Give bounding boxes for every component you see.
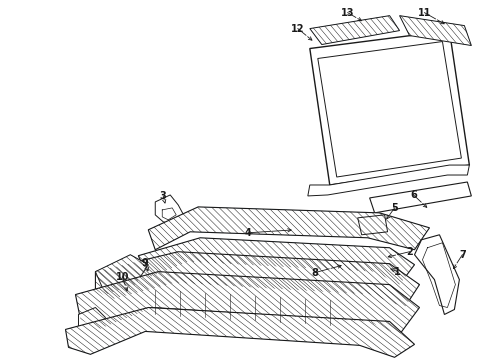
Polygon shape xyxy=(66,307,415,357)
Polygon shape xyxy=(399,15,471,45)
Polygon shape xyxy=(415,235,460,315)
Polygon shape xyxy=(148,207,429,250)
Polygon shape xyxy=(308,165,469,196)
Text: 9: 9 xyxy=(142,258,148,268)
Polygon shape xyxy=(318,41,462,177)
Polygon shape xyxy=(96,255,148,294)
Text: 5: 5 xyxy=(391,203,398,213)
Polygon shape xyxy=(138,238,415,285)
Text: 4: 4 xyxy=(245,228,251,238)
Text: 8: 8 xyxy=(311,267,318,278)
Polygon shape xyxy=(358,215,388,235)
Polygon shape xyxy=(310,31,469,185)
Text: 6: 6 xyxy=(410,190,417,200)
Text: 2: 2 xyxy=(406,247,413,257)
Polygon shape xyxy=(78,307,105,337)
Text: 7: 7 xyxy=(459,250,466,260)
Text: 10: 10 xyxy=(116,272,129,282)
Text: 11: 11 xyxy=(418,8,431,18)
Polygon shape xyxy=(75,272,419,334)
Polygon shape xyxy=(138,238,415,285)
Text: 12: 12 xyxy=(291,24,305,33)
Polygon shape xyxy=(369,182,471,213)
Polygon shape xyxy=(360,248,382,266)
Polygon shape xyxy=(310,15,399,45)
Polygon shape xyxy=(96,252,419,307)
Polygon shape xyxy=(155,195,185,225)
Polygon shape xyxy=(96,252,419,307)
Text: 13: 13 xyxy=(341,8,354,18)
Polygon shape xyxy=(75,272,419,334)
Text: 1: 1 xyxy=(394,267,401,276)
Polygon shape xyxy=(66,307,415,357)
Polygon shape xyxy=(96,255,148,294)
Polygon shape xyxy=(148,207,429,250)
Polygon shape xyxy=(310,15,399,45)
Polygon shape xyxy=(399,15,471,45)
Text: 3: 3 xyxy=(160,191,167,201)
